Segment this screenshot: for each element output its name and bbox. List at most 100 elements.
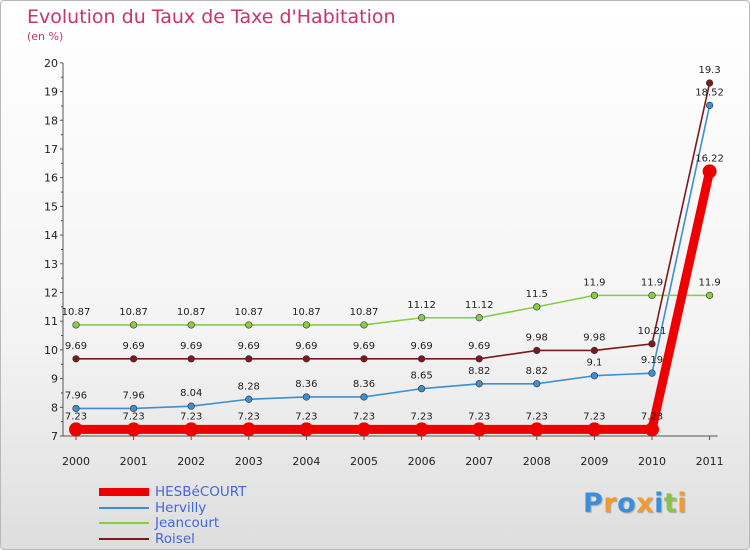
logo-letter: r xyxy=(603,488,618,519)
series-3-data-label: 9.69 xyxy=(180,341,202,352)
series-2-point xyxy=(302,321,311,329)
series-0-point xyxy=(69,422,83,437)
series-3-point xyxy=(130,355,138,363)
series-line-0 xyxy=(76,170,714,434)
series-1-data-label: 8.36 xyxy=(295,379,317,390)
series-3-data-label: 9.69 xyxy=(238,341,260,352)
series-1-point xyxy=(302,393,311,401)
legend-swatch xyxy=(99,488,149,496)
y-tick-label: 17 xyxy=(44,143,58,156)
legend-swatch xyxy=(99,506,149,509)
y-tick-label: 11 xyxy=(44,315,58,328)
series-line-2 xyxy=(76,294,710,326)
series-3-point xyxy=(705,79,714,87)
series-2-point xyxy=(590,291,599,299)
series-0-point xyxy=(587,422,602,437)
series-3-point xyxy=(418,355,426,363)
series-2-point xyxy=(360,321,368,329)
series-line-1 xyxy=(76,105,711,410)
logo-letter: x xyxy=(636,488,655,519)
series-2-data-label: 10.87 xyxy=(119,307,148,318)
y-tick-label: 13 xyxy=(44,258,58,271)
series-2-data-label: 10.87 xyxy=(177,307,206,318)
series-0-data-label: 7.23 xyxy=(238,411,260,422)
logo-letter: i xyxy=(654,488,664,519)
y-tick-label: 7 xyxy=(51,430,58,443)
y-tick-label: 19 xyxy=(44,86,58,99)
series-0-data-label: 7.23 xyxy=(295,411,317,422)
series-0-point xyxy=(126,422,141,437)
x-tick-label: 2011 xyxy=(696,455,724,468)
y-tick-label: 12 xyxy=(44,287,58,300)
series-2-data-label: 10.87 xyxy=(350,307,379,318)
series-2-point xyxy=(705,291,714,299)
series-2-data-label: 11.5 xyxy=(526,289,548,300)
series-2-point xyxy=(475,314,483,322)
series-1-data-label: 8.82 xyxy=(468,366,490,377)
series-1-point xyxy=(648,369,656,377)
x-tick-label: 2007 xyxy=(465,455,493,468)
series-1-data-label: 9.1 xyxy=(586,358,602,369)
x-tick-label: 2010 xyxy=(638,455,666,468)
series-2-data-label: 10.87 xyxy=(234,307,263,318)
series-1-data-label: 8.82 xyxy=(526,366,548,377)
series-3-data-label: 9.69 xyxy=(410,341,432,352)
series-0-point xyxy=(357,422,371,437)
x-tick-label: 2003 xyxy=(235,455,263,468)
x-tick-label: 2008 xyxy=(523,455,551,468)
series-0-point xyxy=(645,422,659,437)
series-0-point xyxy=(529,422,544,437)
series-0-point xyxy=(241,422,256,437)
series-0-data-label: 7.23 xyxy=(122,411,144,422)
series-3-data-label: 9.69 xyxy=(122,341,144,352)
x-tick-label: 2000 xyxy=(62,455,90,468)
series-3-point xyxy=(648,340,656,348)
series-1-point xyxy=(187,402,195,410)
series-2-data-label: 10.87 xyxy=(62,307,91,318)
legend-swatch xyxy=(99,522,149,524)
series-3-data-label: 9.98 xyxy=(526,332,548,343)
series-1-point xyxy=(130,404,138,413)
logo-letter: o xyxy=(617,488,637,519)
series-3-data-label: 9.69 xyxy=(65,341,87,352)
series-2-point xyxy=(130,321,138,329)
legend-swatch xyxy=(99,537,149,540)
series-3-point xyxy=(245,355,253,363)
series-0-point xyxy=(184,422,199,437)
series-0-data-label: 7.23 xyxy=(526,411,548,422)
series-2-data-label: 11.9 xyxy=(583,277,605,288)
series-1-point xyxy=(590,372,599,380)
series-1-point xyxy=(245,395,253,403)
series-3-point xyxy=(475,355,483,363)
series-2-point xyxy=(72,321,80,329)
series-1-data-label: 18.52 xyxy=(695,87,724,98)
y-tick-label: 18 xyxy=(44,114,58,127)
series-1-data-label: 7.96 xyxy=(122,390,144,401)
x-tick-label: 2002 xyxy=(177,455,205,468)
series-1-point xyxy=(533,380,541,388)
series-3-data-label: 19.3 xyxy=(698,65,720,76)
chart-title: Evolution du Taux de Taxe d'Habitation xyxy=(27,6,396,28)
series-1-data-label: 7.96 xyxy=(65,390,87,401)
logo-letter: i xyxy=(677,488,688,519)
series-0-data-label: 16.22 xyxy=(695,153,724,164)
series-0-point xyxy=(299,422,314,437)
chart-unit-label: (en %) xyxy=(27,30,64,43)
series-2-data-label: 11.12 xyxy=(407,300,436,311)
series-3-data-label: 9.69 xyxy=(353,341,375,352)
series-2-point xyxy=(187,321,195,329)
y-tick-label: 16 xyxy=(44,172,58,185)
series-line-3 xyxy=(76,82,711,360)
x-tick-label: 2001 xyxy=(120,455,148,468)
series-3-point xyxy=(590,346,599,355)
series-1-data-label: 8.65 xyxy=(410,371,432,382)
x-tick-label: 2004 xyxy=(292,455,320,468)
series-0-data-label: 7.23 xyxy=(65,411,87,422)
series-0-point xyxy=(414,422,429,437)
series-0-data-label: 7.23 xyxy=(583,411,605,422)
series-0-data-label: 7.23 xyxy=(468,411,490,422)
series-1-data-label: 8.36 xyxy=(353,379,375,390)
series-3-data-label: 10.21 xyxy=(638,326,667,337)
legend-label: Roisel xyxy=(155,530,195,547)
